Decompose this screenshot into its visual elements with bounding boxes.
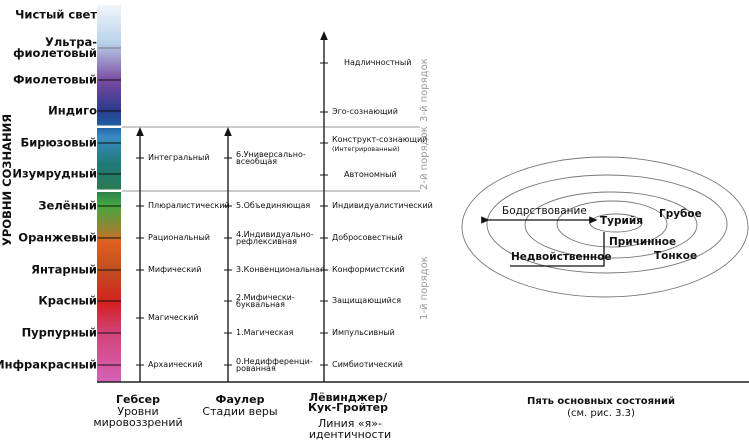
loevinger-stage: Автономный xyxy=(344,170,397,179)
state-gross: Грубое xyxy=(659,208,702,220)
ellipse-nondual xyxy=(556,200,668,248)
level-label: Чистый свет xyxy=(15,7,97,22)
states-ref: (см. рис. 3.3) xyxy=(567,408,635,419)
spectrum-gap xyxy=(95,189,123,192)
fowler-stage: 6.Универсально-всеобщая xyxy=(236,150,306,166)
state-nondual: Недвойственное xyxy=(511,251,612,263)
loevinger-stage: Эго-сознающий xyxy=(332,107,398,116)
loevinger-subtitle: Линия «я»-идентичности xyxy=(308,417,392,441)
level-ticks xyxy=(98,47,121,366)
nondual-bracket xyxy=(510,232,605,267)
axis-ticks xyxy=(136,62,328,366)
gebser-stage: Мифический xyxy=(148,265,202,274)
fowler-stage: 4.Индивидуально-рефлексивная xyxy=(236,230,314,246)
loevinger-construct-note: (Интегрированный) xyxy=(332,145,400,153)
loevinger-stage: Импульсивный xyxy=(332,328,395,337)
ellipse-gross xyxy=(461,156,749,298)
loevinger-stage: Надличностный xyxy=(344,58,412,67)
level-label: Инфракрасный xyxy=(0,357,97,372)
gebser-stage: Плюралистический xyxy=(148,201,230,210)
level-label: Фиолетовый xyxy=(13,72,97,87)
fowler-stage: 5.Объединяющая xyxy=(236,201,311,210)
state-waking: Бодрствование xyxy=(502,205,587,217)
gebser-stage: Архаический xyxy=(148,360,203,369)
level-label: Бирюзовый xyxy=(20,135,97,150)
loevinger-stage: Добросовестный xyxy=(332,233,403,242)
fowler-subtitle: Стадии веры xyxy=(202,405,278,418)
loevinger-stage: Защищающийся xyxy=(332,296,402,305)
state-causal: Причинное xyxy=(609,236,677,248)
level-label: Изумрудный xyxy=(12,166,97,181)
fowler-title: Фаулер xyxy=(215,393,265,406)
level-label: Пурпурный xyxy=(21,325,97,340)
gebser-stage: Рациональный xyxy=(148,233,210,242)
fowler-stage: 2.Мифически-буквальная xyxy=(236,293,295,309)
spectrum-gap xyxy=(95,125,123,128)
level-label: Зелёный xyxy=(38,198,97,213)
gebser-subtitle: Уровни мировоззрений xyxy=(93,405,183,429)
fowler-stage: 1.Магическая xyxy=(236,328,294,337)
level-label: Индиго xyxy=(48,103,97,118)
loevinger-stage: Симбиотический xyxy=(332,360,403,369)
fowler-stage: 3.Конвенциональная xyxy=(236,265,325,274)
level-label: Ультра-фиолетовый xyxy=(13,35,97,60)
level-label: Оранжевый xyxy=(18,230,97,245)
gebser-title: Гебсер xyxy=(115,393,161,406)
order-1-label: 1-й порядок xyxy=(419,256,430,320)
state-subtle: Тонкое xyxy=(654,250,698,262)
ellipse-causal xyxy=(524,191,698,259)
loevinger-title: Лёвинджер/ Кук-Гройтер xyxy=(307,391,389,414)
level-label: Янтарный xyxy=(31,262,97,277)
gebser-stage: Магический xyxy=(148,313,199,322)
level-label: Красный xyxy=(38,293,97,308)
gebser-stage: Интегральный xyxy=(148,153,210,162)
order-3-label: 3-й порядок xyxy=(419,58,430,122)
states-ellipses xyxy=(461,156,749,298)
color-spectrum-bar xyxy=(97,5,121,382)
fowler-stage: 0.Недифференци-рованная xyxy=(236,357,313,373)
loevinger-stage: Конструкт-сознающий xyxy=(332,135,428,144)
order-2-label: 2-й порядок xyxy=(419,126,430,190)
state-turiya: Турийя xyxy=(600,215,643,227)
loevinger-stage: Конформистский xyxy=(332,265,405,274)
loevinger-stage: Индивидуалистический xyxy=(332,201,433,210)
states-title: Пять основных состояний xyxy=(527,396,675,407)
ellipse-subtle xyxy=(486,174,728,274)
